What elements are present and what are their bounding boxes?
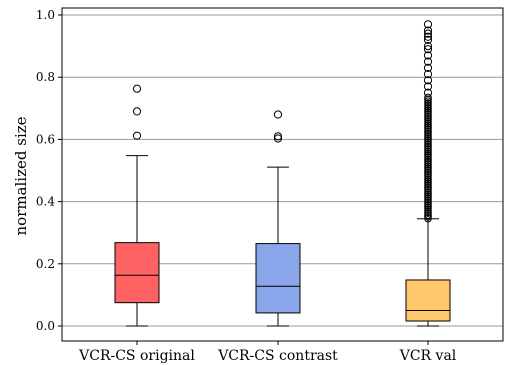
outlier-point xyxy=(423,82,433,91)
outlier-point xyxy=(273,132,283,141)
box-body xyxy=(114,242,160,304)
outlier-point xyxy=(423,26,433,35)
outlier-point xyxy=(423,45,433,54)
y-tick-label: 0.6 xyxy=(36,132,55,146)
outlier-point xyxy=(423,35,433,44)
box-1 xyxy=(114,84,160,327)
outlier-point xyxy=(132,131,142,140)
outlier-point xyxy=(423,20,433,29)
x-tick-label: VCR-CS contrast xyxy=(217,348,338,364)
outlier-point xyxy=(423,88,433,97)
outlier-point xyxy=(424,93,432,102)
box-3 xyxy=(405,20,451,327)
outlier-point xyxy=(423,63,433,72)
y-tick-label: 1.0 xyxy=(36,8,55,22)
outlier-point xyxy=(273,110,283,119)
x-tick-label: VCR-CS original xyxy=(78,348,195,364)
outlier-point xyxy=(132,107,142,116)
outlier-point xyxy=(423,32,433,41)
outlier-point xyxy=(273,134,283,143)
outlier-point xyxy=(423,57,433,66)
box-2 xyxy=(255,110,301,327)
y-axis-title: normalized size xyxy=(12,116,30,235)
box-body xyxy=(405,279,451,322)
outlier-point xyxy=(423,29,433,38)
y-tick-label: 0.2 xyxy=(36,257,55,271)
y-tick-label: 0.4 xyxy=(36,195,55,209)
boxes-layer xyxy=(114,20,451,327)
x-tick-label: VCR val xyxy=(399,348,457,364)
outlier-point xyxy=(423,69,433,79)
outlier-point xyxy=(423,76,433,85)
y-tick-label: 0.8 xyxy=(36,70,55,84)
outlier-point xyxy=(132,84,142,93)
outlier-point xyxy=(423,51,433,60)
axes: 0.0 0.2 0.4 0.6 0.8 1.0 VCR-CS original VCR-CS … xyxy=(36,7,504,364)
box-body xyxy=(255,243,301,314)
outlier-point xyxy=(423,42,433,51)
y-tick-label: 0.0 xyxy=(36,319,55,333)
plot-frame xyxy=(61,7,504,342)
